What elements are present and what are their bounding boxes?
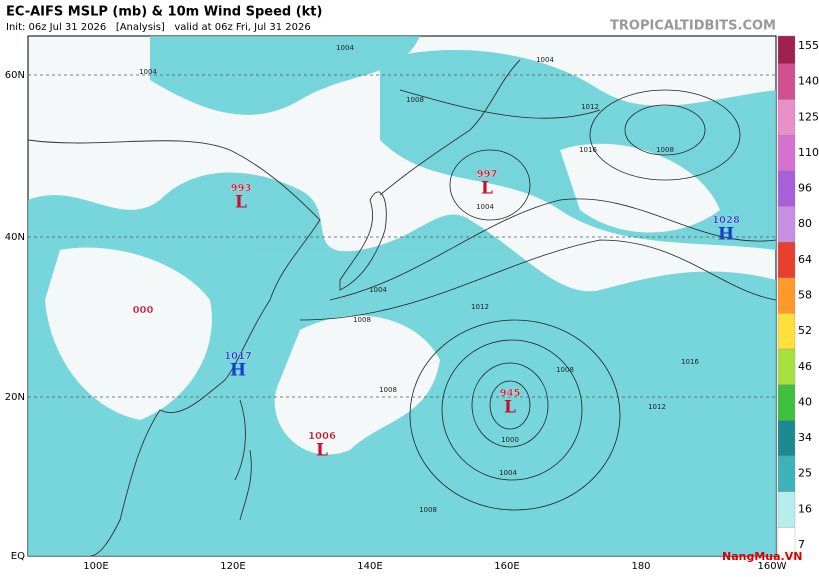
colorbar-label: 16: [798, 502, 812, 515]
coastline: [234, 399, 252, 521]
pressure-value: 945: [500, 388, 521, 399]
lon-label: 160E: [494, 561, 519, 572]
coastline: [27, 139, 321, 557]
isobar-label: 1008: [656, 146, 674, 154]
colorbar-label: 58: [798, 289, 812, 302]
colorbar-segment: [777, 420, 796, 457]
isobar-label: 1012: [581, 103, 599, 111]
colorbar-label: 125: [798, 110, 819, 123]
colorbar-segment: [777, 134, 796, 171]
pressure-value: 000: [133, 305, 154, 316]
colorbar-label: 34: [798, 431, 812, 444]
colorbar-label: 40: [798, 395, 812, 408]
pressure-value: 1017: [224, 351, 252, 362]
lon-label: 160W: [758, 561, 787, 572]
isobar-label: 1008: [379, 386, 397, 394]
lon-label: 120E: [220, 561, 245, 572]
colorbar-segment: [777, 348, 796, 385]
watermark: NangMua.VN: [722, 550, 802, 563]
isobar-label: 1008: [353, 316, 371, 324]
colorbar-segment: [777, 206, 796, 243]
isobar-label: 1016: [681, 358, 699, 366]
graticule: [28, 74, 776, 398]
colorbar-label: 155: [798, 39, 819, 52]
colorbar-segment: [777, 277, 796, 314]
lon-label: 140E: [357, 561, 382, 572]
coastline: [339, 191, 387, 291]
colorbar-label: 46: [798, 360, 812, 373]
isobar-label: 1004: [476, 203, 494, 211]
lat-label: 60N: [5, 70, 25, 81]
colorbar-segment: [777, 313, 796, 350]
pressure-letter: L: [481, 179, 493, 199]
pressure-letter: H: [718, 225, 734, 245]
isobar: [624, 104, 706, 156]
site-label: TROPICALTIDBITS.COM: [610, 19, 776, 34]
map-panel: [27, 35, 777, 557]
isobar-label: 1008: [406, 96, 424, 104]
colorbar-label: 7: [798, 538, 805, 551]
colorbar-label: 52: [798, 324, 812, 337]
isobar: [471, 362, 549, 448]
title: EC-AIFS MSLP (mb) & 10m Wind Speed (kt): [6, 5, 322, 20]
isobar-label: 1008: [556, 366, 574, 374]
pressure-letter: L: [504, 398, 516, 418]
colorbar-segment: [777, 455, 796, 492]
isobar-label: 1004: [139, 68, 157, 76]
colorbar-label: 64: [798, 253, 812, 266]
isobars: [299, 89, 777, 511]
coastline: [379, 59, 521, 196]
isobar: [409, 319, 621, 511]
isobar-label: 1004: [369, 286, 387, 294]
pressure-value: 997: [477, 169, 498, 180]
isobar: [329, 198, 777, 301]
isobar-label: 1004: [499, 469, 517, 477]
colorbar-label: 25: [798, 467, 812, 480]
isobar: [441, 339, 583, 481]
colorbar-segment: [777, 170, 796, 207]
isobar-label: 1008: [419, 506, 437, 514]
colorbar-segment: [777, 491, 796, 528]
subtitle: Init: 06z Jul 31 2026 [Analysis] valid a…: [6, 22, 311, 33]
colorbar-segment: [777, 63, 796, 100]
calm-area: [45, 247, 212, 420]
calm-area: [274, 315, 440, 455]
colorbar-segment: [777, 384, 796, 421]
colorbar-segment: [777, 99, 796, 136]
isobar-label: 1012: [471, 303, 489, 311]
pressure-letter: L: [235, 193, 247, 213]
coastlines: [27, 59, 521, 557]
isobar-label: 1004: [336, 44, 354, 52]
wind-area: [150, 36, 420, 115]
colorbar-segment: [777, 241, 796, 278]
pressure-value: 1006: [308, 431, 336, 442]
colorbar-label: 80: [798, 217, 812, 230]
lon-label: 180: [631, 561, 650, 572]
isobar-label: 1004: [536, 56, 554, 64]
lat-label: 20N: [5, 392, 25, 403]
pressure-value: 993: [231, 183, 252, 194]
pressure-value: 1028: [712, 215, 740, 226]
lat-label: 40N: [5, 232, 25, 243]
isobar: [299, 239, 777, 321]
isobar-label: 1000: [501, 436, 519, 444]
pressure-letter: L: [316, 441, 328, 461]
calm-areas: [45, 143, 720, 455]
colorbar-label: 140: [798, 75, 819, 88]
isobar: [589, 89, 741, 181]
isobar-label: 1012: [648, 403, 666, 411]
pressure-letter: H: [230, 361, 246, 381]
colorbar-label: 110: [798, 146, 819, 159]
lat-label: EQ: [11, 551, 25, 562]
colorbar-segment: [777, 35, 796, 64]
isobar-label: 1016: [579, 146, 597, 154]
colorbar-label: 96: [798, 182, 812, 195]
isobar: [489, 380, 531, 430]
lon-label: 100E: [83, 561, 108, 572]
isobar: [449, 149, 531, 221]
calm-area: [560, 143, 720, 233]
isobar: [399, 89, 601, 119]
